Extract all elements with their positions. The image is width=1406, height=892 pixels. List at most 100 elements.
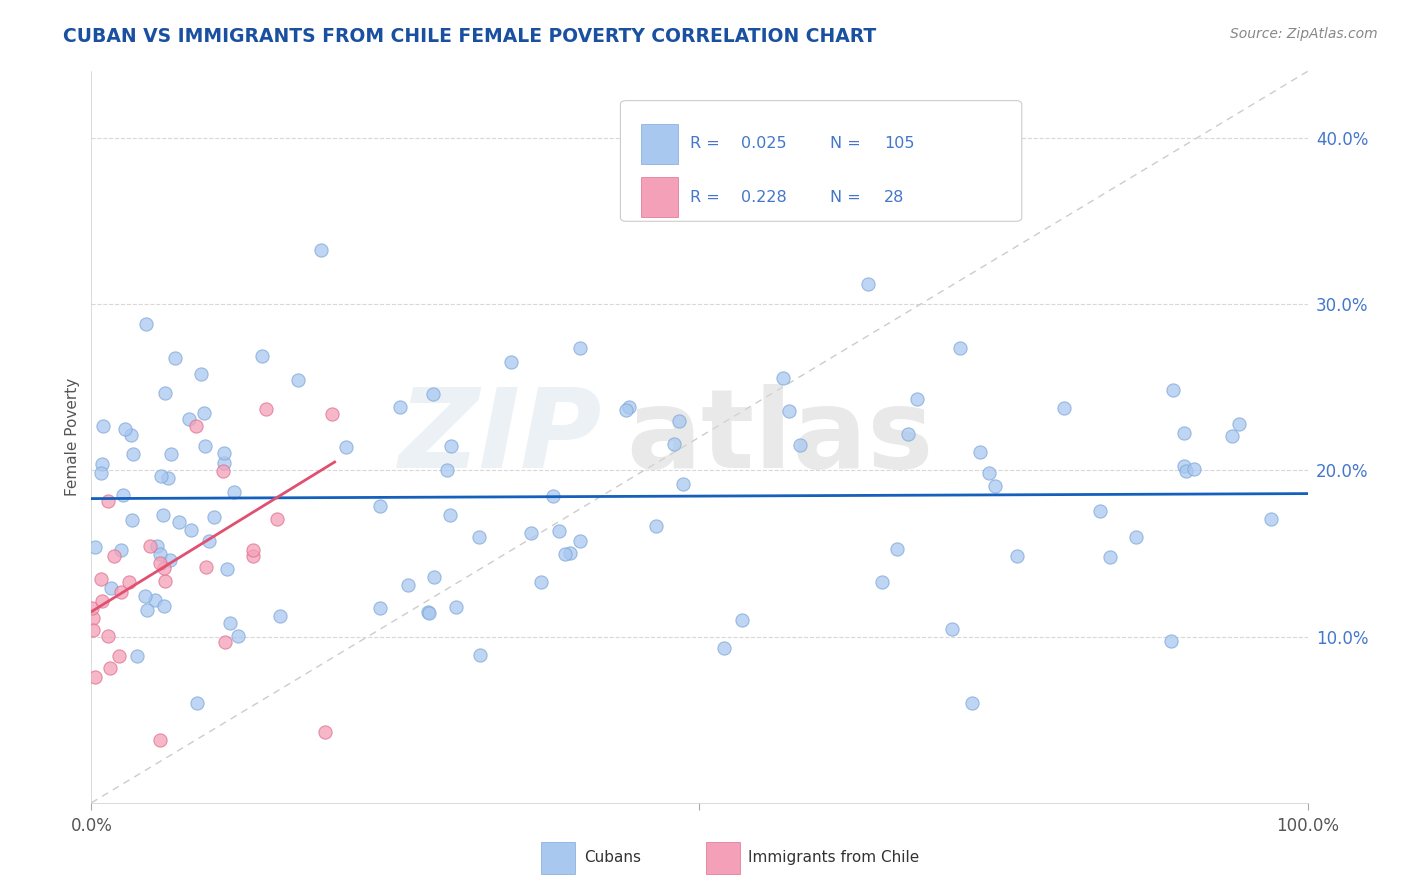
Point bbox=[152, 508, 174, 522]
Bar bbox=[541, 841, 575, 874]
Point bbox=[948, 341, 970, 355]
Point bbox=[242, 542, 264, 557]
Point bbox=[314, 724, 336, 739]
Point bbox=[418, 605, 440, 619]
Text: Immigrants from Chile: Immigrants from Chile bbox=[748, 850, 920, 865]
Point bbox=[1182, 462, 1205, 476]
Point bbox=[440, 439, 463, 453]
Point bbox=[98, 661, 121, 675]
Point bbox=[186, 696, 208, 710]
Text: atlas: atlas bbox=[627, 384, 934, 491]
Point bbox=[1161, 383, 1184, 397]
Point bbox=[97, 629, 120, 643]
Point bbox=[180, 523, 202, 537]
Text: 105: 105 bbox=[884, 136, 915, 152]
Point bbox=[713, 641, 735, 656]
Point bbox=[159, 552, 181, 566]
Point bbox=[194, 439, 217, 453]
Point bbox=[153, 385, 176, 400]
Point bbox=[90, 457, 112, 471]
Text: 0.025: 0.025 bbox=[741, 136, 786, 152]
Point bbox=[444, 600, 467, 615]
Point bbox=[110, 543, 132, 558]
Point bbox=[186, 419, 208, 434]
Point bbox=[1160, 633, 1182, 648]
Point bbox=[335, 440, 357, 454]
Point bbox=[1173, 458, 1195, 473]
Point bbox=[212, 446, 235, 460]
Point bbox=[1175, 464, 1198, 478]
Text: R =: R = bbox=[690, 136, 724, 152]
Point bbox=[501, 355, 523, 369]
Point bbox=[114, 422, 136, 436]
Point bbox=[121, 513, 143, 527]
Point bbox=[150, 469, 173, 483]
Point bbox=[197, 533, 219, 548]
Point bbox=[90, 572, 112, 586]
Point bbox=[152, 561, 174, 575]
Point bbox=[153, 574, 176, 588]
Point bbox=[1220, 428, 1243, 442]
Point bbox=[530, 575, 553, 590]
Point bbox=[730, 613, 752, 627]
Point bbox=[398, 578, 420, 592]
Point bbox=[870, 575, 893, 590]
Point bbox=[439, 508, 461, 523]
Point bbox=[1098, 550, 1121, 565]
Point bbox=[160, 447, 183, 461]
Point bbox=[960, 696, 983, 710]
Point bbox=[167, 516, 190, 530]
Point bbox=[309, 243, 332, 257]
Point bbox=[111, 488, 134, 502]
Point bbox=[977, 466, 1000, 480]
Point bbox=[145, 592, 167, 607]
Point bbox=[149, 548, 172, 562]
Y-axis label: Female Poverty: Female Poverty bbox=[65, 378, 80, 496]
Point bbox=[422, 386, 444, 401]
Point bbox=[226, 629, 249, 643]
Point bbox=[149, 732, 172, 747]
Point bbox=[212, 456, 235, 470]
FancyBboxPatch shape bbox=[620, 101, 1022, 221]
Point bbox=[269, 609, 291, 624]
Point bbox=[90, 594, 112, 608]
Text: 0.228: 0.228 bbox=[741, 190, 786, 205]
Point bbox=[389, 400, 412, 414]
Text: Source: ZipAtlas.com: Source: ZipAtlas.com bbox=[1230, 27, 1378, 41]
Point bbox=[82, 611, 104, 625]
Text: N =: N = bbox=[830, 190, 866, 205]
Point bbox=[418, 606, 440, 620]
Point bbox=[163, 351, 186, 366]
Point bbox=[368, 499, 391, 513]
Text: CUBAN VS IMMIGRANTS FROM CHILE FEMALE POVERTY CORRELATION CHART: CUBAN VS IMMIGRANTS FROM CHILE FEMALE PO… bbox=[63, 27, 876, 45]
Point bbox=[84, 540, 107, 554]
Point bbox=[254, 402, 277, 417]
Point bbox=[1227, 417, 1250, 432]
Point bbox=[91, 418, 114, 433]
Text: ZIP: ZIP bbox=[399, 384, 602, 491]
Point bbox=[941, 622, 963, 636]
Point bbox=[554, 548, 576, 562]
Point bbox=[568, 341, 591, 355]
Point bbox=[195, 560, 218, 574]
Point bbox=[645, 518, 668, 533]
Point bbox=[214, 634, 236, 648]
Text: Cubans: Cubans bbox=[583, 850, 641, 865]
Point bbox=[772, 371, 794, 385]
Point bbox=[120, 427, 142, 442]
Point bbox=[90, 467, 112, 481]
Point bbox=[905, 392, 928, 407]
Point bbox=[134, 589, 156, 603]
Point bbox=[619, 400, 641, 414]
Point bbox=[217, 562, 239, 576]
Point bbox=[668, 414, 690, 428]
Point bbox=[110, 584, 132, 599]
Point bbox=[541, 489, 564, 503]
Point bbox=[778, 404, 800, 418]
Point bbox=[519, 526, 541, 541]
Point bbox=[139, 540, 162, 554]
Point bbox=[82, 601, 104, 615]
Point bbox=[127, 649, 149, 664]
Text: N =: N = bbox=[830, 136, 866, 152]
Point bbox=[1005, 549, 1028, 563]
